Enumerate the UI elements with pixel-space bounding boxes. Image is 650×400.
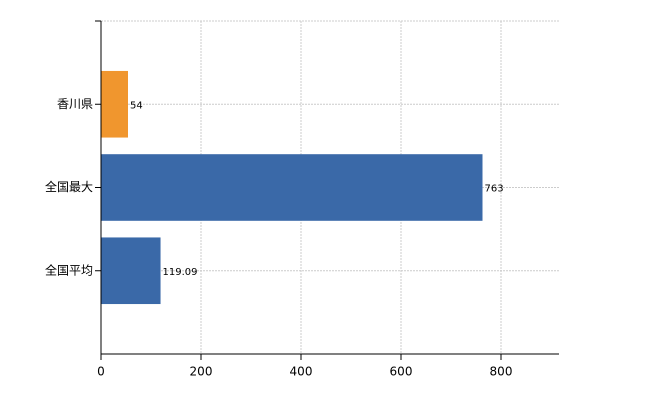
value-label: 54: [130, 100, 143, 111]
value-label: 119.09: [163, 267, 198, 278]
x-tick-label: 200: [190, 365, 213, 379]
x-tick-label: 0: [97, 365, 105, 379]
y-tick-label: 全国最大: [45, 179, 93, 194]
bar: [101, 70, 128, 138]
x-tick-label: 600: [390, 365, 413, 379]
x-tick-label: 400: [290, 365, 313, 379]
x-tick-label: 800: [490, 365, 513, 379]
y-tick-label: 全国平均: [45, 262, 93, 277]
bar: [101, 237, 161, 305]
y-tick-label: 香川県: [57, 97, 93, 111]
value-label: 763: [485, 184, 504, 195]
bar: [101, 154, 483, 221]
